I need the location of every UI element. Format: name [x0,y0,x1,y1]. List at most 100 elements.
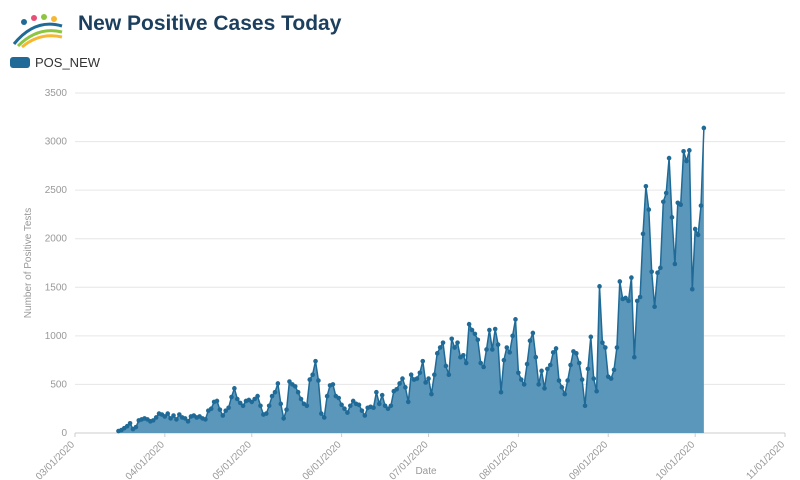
point [263,411,269,416]
point [321,415,327,420]
point [229,394,234,400]
point [310,372,315,378]
point [576,360,582,366]
point [533,354,539,360]
point [281,416,286,421]
point [397,381,402,386]
x-tick-label: 08/01/2020 [477,439,520,480]
point [324,393,330,399]
point [698,203,704,208]
point [539,368,544,374]
point [507,350,512,355]
point [472,331,478,337]
point [266,403,272,409]
point [284,407,289,412]
point [565,378,570,383]
point [379,392,385,398]
point [632,354,637,360]
point [455,340,460,345]
y-tick-label: 0 [61,428,67,439]
point [258,403,263,409]
point [658,265,663,271]
point [614,345,620,350]
point [182,416,188,421]
logo [12,14,63,49]
point [692,226,698,232]
point [478,360,484,366]
point [339,402,344,408]
point [348,403,353,409]
y-tick-label: 2500 [45,185,68,196]
point [403,385,408,390]
point [550,350,556,355]
y-tick-label: 1000 [45,331,68,342]
point [597,284,602,289]
y-tick-label: 3500 [45,88,68,99]
point [481,364,486,370]
point [626,298,631,304]
point [666,155,672,161]
point [649,269,654,275]
point [185,419,191,424]
point [440,340,446,345]
point [518,377,524,382]
point [501,357,507,363]
point [513,317,518,322]
point [530,330,536,336]
point [611,367,617,373]
point [579,377,585,382]
point [278,401,284,407]
point [376,401,382,407]
point [521,382,527,387]
point [669,215,675,220]
point [542,386,547,391]
point [133,424,139,430]
point [165,411,171,416]
x-tick-label: 09/01/2020 [567,439,610,480]
point [345,410,350,415]
point [275,381,281,386]
point [687,148,692,153]
point [232,386,237,391]
point [490,347,495,352]
point [623,295,628,301]
point [171,413,176,418]
point [684,158,689,164]
point [174,417,179,422]
point [237,400,243,406]
point [388,403,394,409]
point [414,376,420,381]
point [359,408,365,413]
point [356,402,362,408]
point [269,393,275,399]
point [214,398,220,404]
point [449,336,455,342]
point [168,416,173,421]
point [617,279,623,284]
point [652,304,657,310]
point [547,362,553,368]
point [287,379,292,384]
y-tick-label: 3000 [45,137,68,148]
point [498,389,504,395]
point [342,406,347,412]
point [681,148,686,154]
point [487,327,492,333]
point [495,342,501,347]
point [371,405,376,411]
point [434,351,440,356]
point [330,382,336,387]
point [272,389,278,395]
legend-label: POS_NEW [35,55,101,70]
point [226,405,231,411]
point [556,378,562,383]
point [249,399,255,405]
point [655,270,660,276]
point [234,396,240,402]
point [591,376,597,381]
point [504,345,510,350]
point [678,202,683,208]
point [382,403,388,409]
point [443,363,449,369]
